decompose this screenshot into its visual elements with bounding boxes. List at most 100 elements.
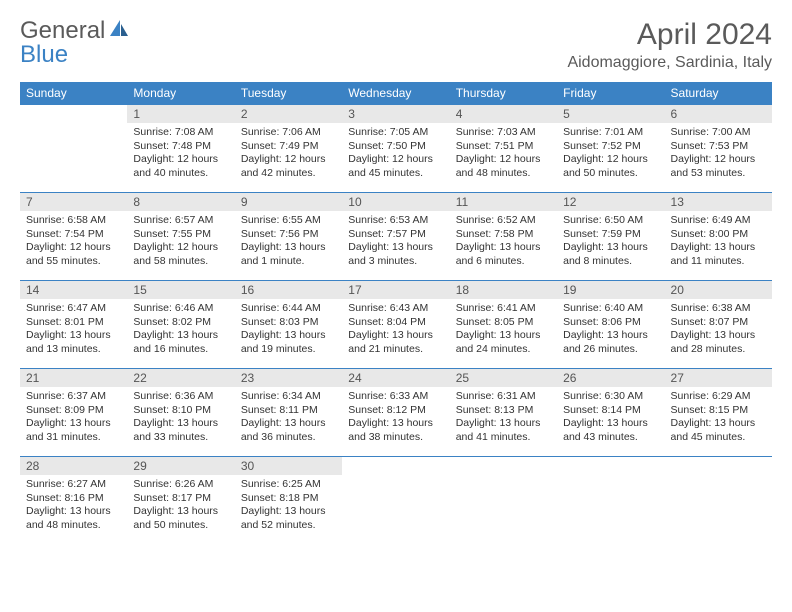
empty-day: [665, 456, 772, 474]
daylight-text: Daylight: 12 hours and 53 minutes.: [671, 153, 766, 180]
sunrise-text: Sunrise: 6:52 AM: [456, 214, 551, 228]
sunrise-text: Sunrise: 6:53 AM: [348, 214, 443, 228]
daylight-text: Daylight: 13 hours and 28 minutes.: [671, 329, 766, 356]
day-details: Sunrise: 6:50 AMSunset: 7:59 PMDaylight:…: [557, 211, 664, 272]
daylight-text: Daylight: 12 hours and 42 minutes.: [241, 153, 336, 180]
day-details: Sunrise: 7:06 AMSunset: 7:49 PMDaylight:…: [235, 123, 342, 184]
day-details: Sunrise: 6:58 AMSunset: 7:54 PMDaylight:…: [20, 211, 127, 272]
calendar-week-row: 28Sunrise: 6:27 AMSunset: 8:16 PMDayligh…: [20, 456, 772, 544]
sunset-text: Sunset: 7:53 PM: [671, 140, 766, 154]
day-number: 12: [557, 192, 664, 211]
day-details: Sunrise: 6:53 AMSunset: 7:57 PMDaylight:…: [342, 211, 449, 272]
day-number: 29: [127, 456, 234, 475]
weekday-header: Thursday: [450, 82, 557, 104]
sunset-text: Sunset: 8:07 PM: [671, 316, 766, 330]
day-details: Sunrise: 6:36 AMSunset: 8:10 PMDaylight:…: [127, 387, 234, 448]
day-number: 16: [235, 280, 342, 299]
sunrise-text: Sunrise: 6:34 AM: [241, 390, 336, 404]
calendar-cell: [20, 104, 127, 192]
sunrise-text: Sunrise: 6:57 AM: [133, 214, 228, 228]
sunrise-text: Sunrise: 6:49 AM: [671, 214, 766, 228]
calendar-cell: 6Sunrise: 7:00 AMSunset: 7:53 PMDaylight…: [665, 104, 772, 192]
calendar-cell: 2Sunrise: 7:06 AMSunset: 7:49 PMDaylight…: [235, 104, 342, 192]
day-number: 22: [127, 368, 234, 387]
day-details: Sunrise: 6:34 AMSunset: 8:11 PMDaylight:…: [235, 387, 342, 448]
calendar-cell: 29Sunrise: 6:26 AMSunset: 8:17 PMDayligh…: [127, 456, 234, 544]
calendar-cell: 4Sunrise: 7:03 AMSunset: 7:51 PMDaylight…: [450, 104, 557, 192]
calendar-cell: [450, 456, 557, 544]
sunrise-text: Sunrise: 6:36 AM: [133, 390, 228, 404]
sunrise-text: Sunrise: 6:27 AM: [26, 478, 121, 492]
sunrise-text: Sunrise: 6:40 AM: [563, 302, 658, 316]
sunset-text: Sunset: 8:12 PM: [348, 404, 443, 418]
sunset-text: Sunset: 7:56 PM: [241, 228, 336, 242]
day-number: 30: [235, 456, 342, 475]
sunrise-text: Sunrise: 6:37 AM: [26, 390, 121, 404]
day-number: 18: [450, 280, 557, 299]
calendar-cell: 1Sunrise: 7:08 AMSunset: 7:48 PMDaylight…: [127, 104, 234, 192]
daylight-text: Daylight: 13 hours and 48 minutes.: [26, 505, 121, 532]
daylight-text: Daylight: 13 hours and 36 minutes.: [241, 417, 336, 444]
calendar-cell: 15Sunrise: 6:46 AMSunset: 8:02 PMDayligh…: [127, 280, 234, 368]
sunset-text: Sunset: 8:14 PM: [563, 404, 658, 418]
day-number: 26: [557, 368, 664, 387]
empty-day: [20, 104, 127, 122]
day-number: 14: [20, 280, 127, 299]
calendar-cell: 14Sunrise: 6:47 AMSunset: 8:01 PMDayligh…: [20, 280, 127, 368]
day-number: 3: [342, 104, 449, 123]
weekday-header: Wednesday: [342, 82, 449, 104]
sunset-text: Sunset: 7:54 PM: [26, 228, 121, 242]
day-details: Sunrise: 6:31 AMSunset: 8:13 PMDaylight:…: [450, 387, 557, 448]
sunset-text: Sunset: 8:18 PM: [241, 492, 336, 506]
calendar-cell: 20Sunrise: 6:38 AMSunset: 8:07 PMDayligh…: [665, 280, 772, 368]
calendar-cell: 21Sunrise: 6:37 AMSunset: 8:09 PMDayligh…: [20, 368, 127, 456]
logo-text-blue: Blue: [20, 41, 68, 68]
day-number: 10: [342, 192, 449, 211]
day-number: 7: [20, 192, 127, 211]
weekday-header: Monday: [127, 82, 234, 104]
day-details: Sunrise: 7:03 AMSunset: 7:51 PMDaylight:…: [450, 123, 557, 184]
sunrise-text: Sunrise: 7:00 AM: [671, 126, 766, 140]
daylight-text: Daylight: 13 hours and 16 minutes.: [133, 329, 228, 356]
day-details: Sunrise: 6:40 AMSunset: 8:06 PMDaylight:…: [557, 299, 664, 360]
sunrise-text: Sunrise: 7:05 AM: [348, 126, 443, 140]
day-details: Sunrise: 6:46 AMSunset: 8:02 PMDaylight:…: [127, 299, 234, 360]
calendar-body: 1Sunrise: 7:08 AMSunset: 7:48 PMDaylight…: [20, 104, 772, 544]
calendar-cell: 10Sunrise: 6:53 AMSunset: 7:57 PMDayligh…: [342, 192, 449, 280]
weekday-header: Saturday: [665, 82, 772, 104]
weekday-header: Tuesday: [235, 82, 342, 104]
day-details: Sunrise: 6:27 AMSunset: 8:16 PMDaylight:…: [20, 475, 127, 536]
day-number: 20: [665, 280, 772, 299]
day-number: 25: [450, 368, 557, 387]
sunset-text: Sunset: 8:00 PM: [671, 228, 766, 242]
sunset-text: Sunset: 8:09 PM: [26, 404, 121, 418]
calendar-cell: 17Sunrise: 6:43 AMSunset: 8:04 PMDayligh…: [342, 280, 449, 368]
day-number: 9: [235, 192, 342, 211]
sunrise-text: Sunrise: 7:08 AM: [133, 126, 228, 140]
day-details: Sunrise: 6:26 AMSunset: 8:17 PMDaylight:…: [127, 475, 234, 536]
daylight-text: Daylight: 13 hours and 13 minutes.: [26, 329, 121, 356]
day-details: Sunrise: 6:29 AMSunset: 8:15 PMDaylight:…: [665, 387, 772, 448]
sunrise-text: Sunrise: 7:06 AM: [241, 126, 336, 140]
sunrise-text: Sunrise: 7:03 AM: [456, 126, 551, 140]
daylight-text: Daylight: 13 hours and 6 minutes.: [456, 241, 551, 268]
title-block: April 2024 Aidomaggiore, Sardinia, Italy: [567, 18, 772, 72]
month-title: April 2024: [567, 18, 772, 52]
daylight-text: Daylight: 13 hours and 19 minutes.: [241, 329, 336, 356]
sunrise-text: Sunrise: 6:58 AM: [26, 214, 121, 228]
daylight-text: Daylight: 12 hours and 45 minutes.: [348, 153, 443, 180]
calendar-cell: 11Sunrise: 6:52 AMSunset: 7:58 PMDayligh…: [450, 192, 557, 280]
sunset-text: Sunset: 8:01 PM: [26, 316, 121, 330]
sunset-text: Sunset: 8:16 PM: [26, 492, 121, 506]
daylight-text: Daylight: 12 hours and 50 minutes.: [563, 153, 658, 180]
day-number: 15: [127, 280, 234, 299]
day-details: Sunrise: 7:01 AMSunset: 7:52 PMDaylight:…: [557, 123, 664, 184]
day-number: 23: [235, 368, 342, 387]
sunset-text: Sunset: 8:10 PM: [133, 404, 228, 418]
sunset-text: Sunset: 8:04 PM: [348, 316, 443, 330]
daylight-text: Daylight: 13 hours and 8 minutes.: [563, 241, 658, 268]
sunset-text: Sunset: 8:15 PM: [671, 404, 766, 418]
sunrise-text: Sunrise: 6:43 AM: [348, 302, 443, 316]
daylight-text: Daylight: 13 hours and 43 minutes.: [563, 417, 658, 444]
sunset-text: Sunset: 7:59 PM: [563, 228, 658, 242]
